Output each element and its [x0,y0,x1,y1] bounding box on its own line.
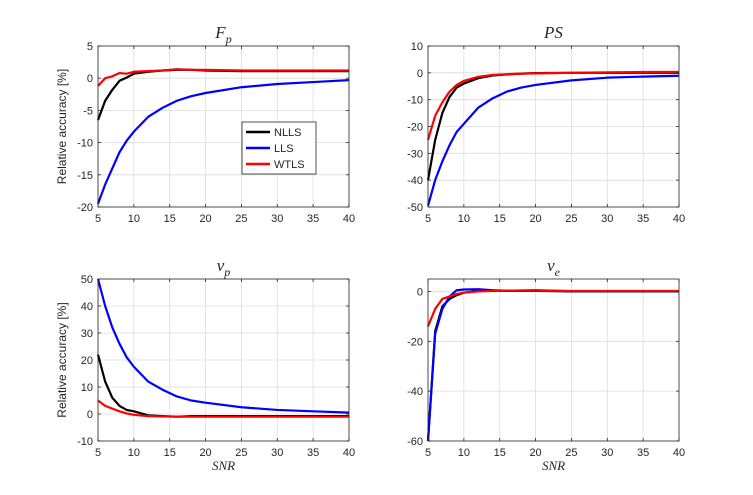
series-line-wtls [97,399,349,418]
x-tick-label: 15 [494,213,506,225]
y-tick-label: -10 [77,436,93,448]
x-tick-label: 35 [637,447,649,459]
x-tick-label: 10 [458,213,470,225]
axes-box [97,45,350,208]
panel-title: Fp [214,23,231,46]
axes-box [427,278,680,442]
x-tick-label: 5 [425,213,431,225]
x-tick-label: 5 [95,213,101,225]
y-axis-label: Relative accuracy [%] [55,69,69,184]
plot-panel-4: 5 10 15 20 25 30 35 40 -60 -40 -20 0 ve SNR [407,256,685,473]
y-tick-label: -10 [77,138,93,150]
y-tick-label: -20 [77,202,93,214]
y-tick-label: 5 [87,41,93,53]
plot-panel-2: 5 10 15 20 25 30 35 40 -50 -40 -30 -20 -10 0 10 PS [407,23,685,225]
x-tick-label: 40 [673,213,685,225]
plot-panel-3: 5 10 15 20 25 30 35 40 -10 0 10 20 30 40 50 vp Relative … [55,256,355,473]
x-tick-label: 15 [494,447,506,459]
series-line-lls [96,79,350,205]
legend-label-lls: LLS [274,143,294,155]
y-tick-label: 0 [87,409,93,421]
x-tick-label: 10 [128,447,140,459]
x-tick-label: 10 [458,447,470,459]
plot-panel-1: 5 10 15 20 25 30 35 40 -20 -15 -10 -5 0 5 Fp Relative a… [55,23,355,225]
y-tick-label: 50 [81,274,93,286]
x-tick-label: 40 [673,447,685,459]
x-tick-label: 30 [271,447,283,459]
y-tick-label: 40 [81,301,93,313]
series-line-lls [426,74,680,206]
x-tick-label: 40 [343,447,355,459]
legend: NLLS LLS WTLS [241,121,317,175]
y-tick-label: 10 [81,382,93,394]
x-axis-label: SNR [542,458,565,473]
panel-title: PS [543,23,563,42]
y-axis-label: Relative accuracy [%] [55,302,69,417]
x-tick-label: 25 [565,447,577,459]
x-tick-label: 5 [425,447,431,459]
y-tick-label: 20 [81,355,93,367]
y-tick-label: -5 [83,105,93,117]
legend-label-nlls: NLLS [274,127,302,139]
x-tick-label: 35 [307,447,319,459]
y-tick-label: 0 [417,286,423,298]
panel-title: vp [217,256,231,279]
y-tick-label: -40 [407,175,423,187]
y-tick-label: -40 [407,386,423,398]
x-tick-label: 15 [164,447,176,459]
x-tick-label: 25 [565,213,577,225]
y-tick-label: -30 [407,148,423,160]
x-tick-label: 20 [529,213,541,225]
y-tick-label: -20 [407,122,423,134]
y-tick-label: 10 [411,41,423,53]
x-tick-label: 10 [128,213,140,225]
y-tick-label: -20 [407,336,423,348]
x-tick-label: 35 [637,213,649,225]
axes-background [428,279,679,441]
y-tick-label: -15 [77,170,93,182]
x-tick-label: 35 [307,213,319,225]
x-tick-label: 30 [601,213,613,225]
series-line-wtls [97,68,349,87]
x-tick-label: 20 [199,213,211,225]
series-line-wtls [426,70,679,141]
x-tick-label: 25 [235,447,247,459]
y-tick-label: 0 [87,73,93,85]
y-tick-label: -60 [407,436,423,448]
series-line-lls [96,278,350,414]
x-tick-label: 15 [164,213,176,225]
x-tick-label: 30 [601,447,613,459]
x-tick-label: 20 [529,447,541,459]
y-tick-label: -10 [407,95,423,107]
y-tick-label: 0 [417,68,423,80]
x-tick-label: 40 [343,213,355,225]
y-tick-label: 30 [81,328,93,340]
x-tick-label: 5 [95,447,101,459]
panel-title: ve [547,256,561,279]
series-line-wtls [426,289,679,327]
x-tick-label: 20 [199,447,211,459]
x-tick-label: 30 [271,213,283,225]
x-tick-label: 25 [235,213,247,225]
x-axis-label: SNR [212,458,235,473]
y-tick-label: -50 [407,202,423,214]
legend-label-wtls: WTLS [274,159,305,171]
